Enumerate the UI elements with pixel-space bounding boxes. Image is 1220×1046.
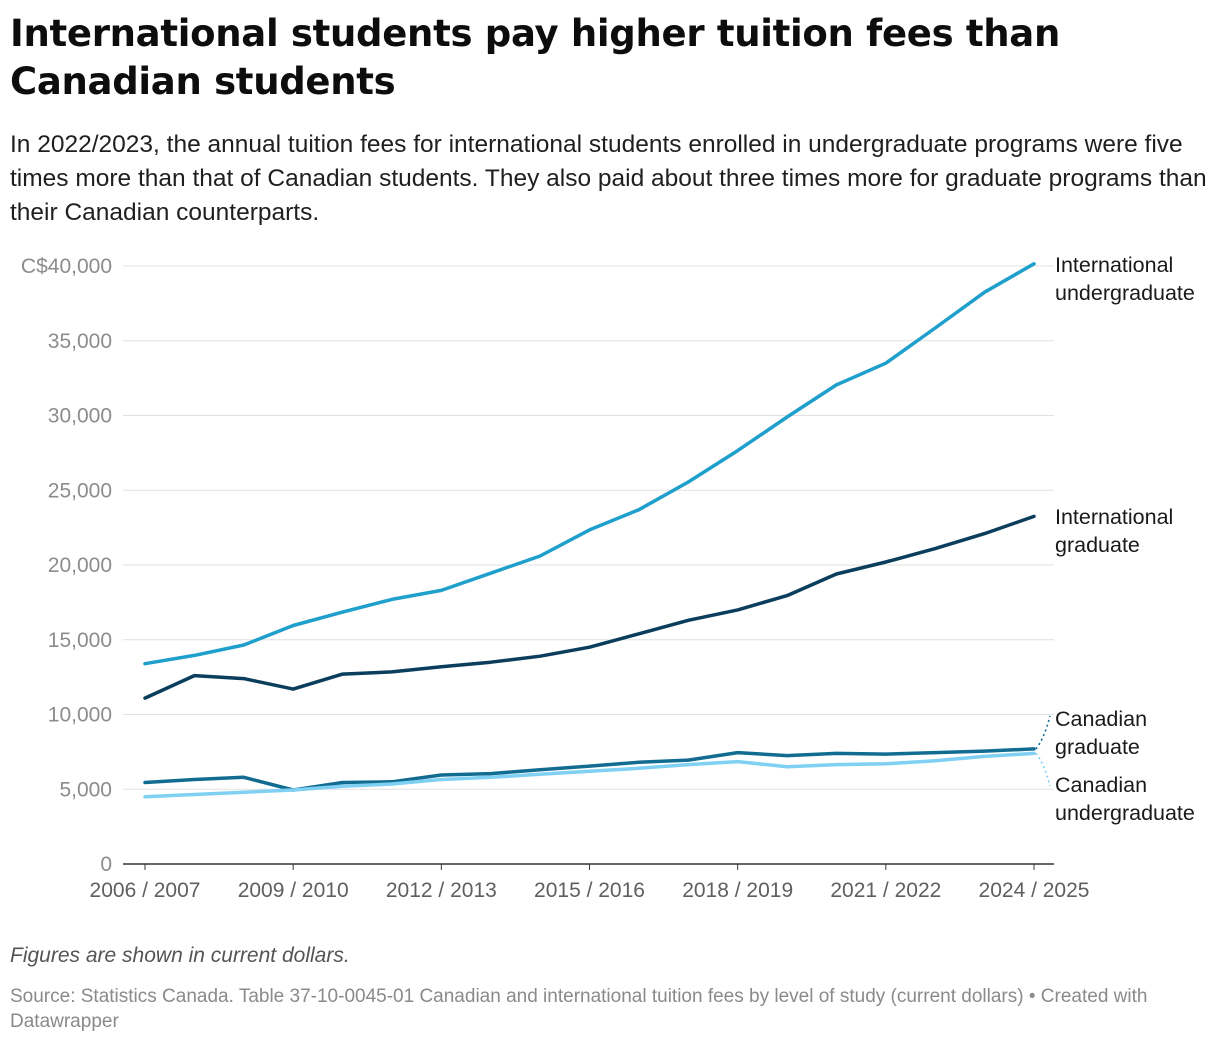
- x-tick-label: 2012 / 2013: [386, 879, 497, 902]
- y-tick-label: 35,000: [48, 330, 112, 353]
- y-tick-label: 25,000: [48, 479, 112, 502]
- chart-title: International students pay higher tuitio…: [10, 12, 1061, 103]
- x-tick-label: 2006 / 2007: [90, 879, 201, 902]
- chart-subtitle: In 2022/2023, the annual tuition fees fo…: [10, 131, 1207, 226]
- series-label-international-undergraduate: International undergraduate: [1055, 253, 1195, 305]
- series-lines: [143, 262, 1036, 799]
- x-tick-label: 2024 / 2025: [979, 879, 1090, 902]
- y-tick-label: 10,000: [48, 704, 112, 727]
- y-tick-label: C$40,000: [21, 255, 112, 278]
- series-line-canadian-graduate: [143, 747, 1036, 792]
- line-chart: 0 5,000 10,000 15,000 20,000 25,000 30,000 35,0…: [21, 253, 1195, 902]
- chart-note: Figures are shown in current dollars.: [10, 944, 350, 967]
- series-line-international-undergraduate: [143, 262, 1036, 666]
- y-tick-label: 20,000: [48, 554, 112, 577]
- series-line-canadian-undergraduate: [143, 751, 1036, 799]
- y-tick-label: 0: [100, 853, 112, 876]
- grid-lines: [123, 265, 1054, 865]
- x-tick-label: 2018 / 2019: [682, 879, 793, 902]
- x-axis-ticks: 2006 / 2007 2009 / 2010 2012 / 2013 2015 / …: [90, 864, 1090, 902]
- series-label-canadian-graduate: Canadian graduate: [1055, 707, 1147, 759]
- y-axis-ticks: 0 5,000 10,000 15,000 20,000 25,000 30,000 35,0…: [21, 255, 112, 876]
- series-line-international-graduate: [143, 514, 1036, 700]
- x-tick-label: 2021 / 2022: [830, 879, 941, 902]
- chart-source: Source: Statistics Canada. Table 37-10-0…: [10, 986, 1148, 1032]
- series-label-international-graduate: International graduate: [1055, 505, 1173, 557]
- y-tick-label: 15,000: [48, 629, 112, 652]
- series-label-canadian-undergraduate: Canadian undergraduate: [1055, 773, 1195, 825]
- label-connector-canadian-graduate: [1035, 715, 1051, 750]
- y-tick-label: 5,000: [59, 778, 112, 801]
- x-tick-label: 2015 / 2016: [534, 879, 645, 902]
- x-tick-label: 2009 / 2010: [238, 879, 349, 902]
- label-connector-canadian-undergraduate: [1035, 752, 1051, 787]
- series-labels: International undergraduate International g…: [1035, 253, 1195, 825]
- y-tick-label: 30,000: [48, 405, 112, 428]
